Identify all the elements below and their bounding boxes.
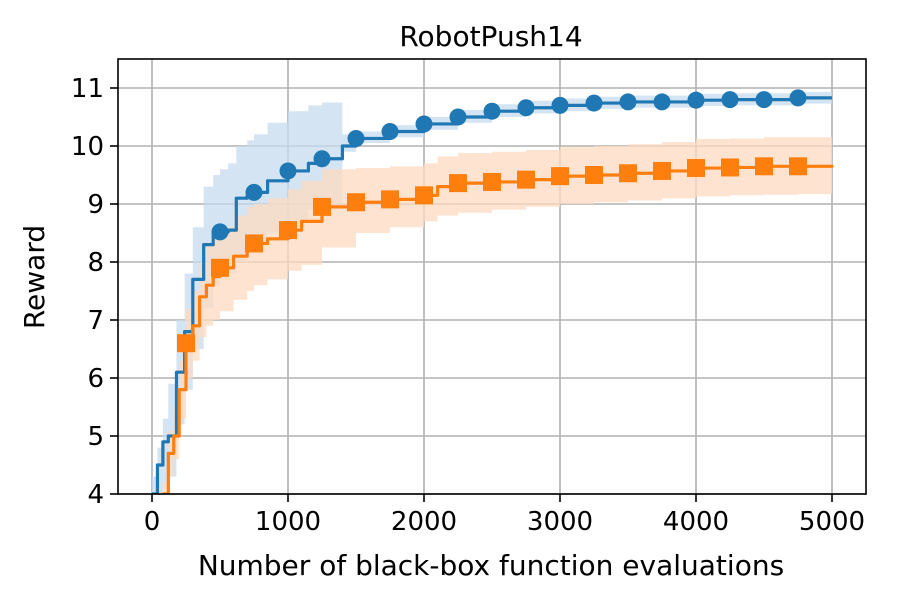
marker-point-series-2 [347, 193, 365, 212]
marker-point-series-1 [585, 94, 603, 112]
x-tick-label: 3000 [527, 507, 593, 537]
marker-point-series-1 [517, 99, 535, 117]
x-tick-label: 1000 [255, 507, 321, 537]
marker-point-series-2 [755, 157, 773, 176]
marker-point-series-1 [313, 150, 331, 168]
y-tick-label: 4 [87, 480, 104, 510]
y-tick-label: 5 [87, 422, 104, 452]
y-axis-label: Reward [18, 225, 51, 329]
marker-point-series-2 [415, 186, 433, 205]
confidence-bands [152, 92, 832, 494]
x-tick-label: 2000 [391, 507, 457, 537]
x-tick-label: 4000 [663, 507, 729, 537]
marker-point-series-1 [347, 129, 365, 147]
y-tick-label: 8 [87, 248, 104, 278]
marker-point-series-1 [789, 89, 807, 107]
x-tick-label: 0 [144, 507, 161, 537]
marker-point-series-2 [721, 158, 739, 177]
y-tick-label: 6 [87, 364, 104, 394]
marker-point-series-1 [211, 223, 229, 241]
marker-point-series-2 [245, 234, 263, 253]
marker-point-series-1 [415, 115, 433, 133]
band-series-2 [162, 135, 832, 494]
marker-point-series-2 [279, 221, 297, 240]
series-markers [177, 89, 807, 353]
marker-point-series-1 [755, 91, 773, 109]
marker-point-series-1 [721, 91, 739, 109]
marker-point-series-2 [653, 161, 671, 180]
marker-point-series-2 [211, 258, 229, 277]
line-series-1 [152, 96, 832, 494]
marker-point-series-2 [517, 170, 535, 189]
marker-point-series-2 [585, 166, 603, 184]
marker-point-series-2 [449, 174, 467, 193]
chart-title: RobotPush14 [399, 20, 582, 53]
marker-point-series-1 [279, 162, 297, 180]
x-axis-label: Number of black-box function evaluations [198, 549, 784, 582]
marker-point-series-1 [449, 108, 467, 126]
y-tick-label: 10 [71, 132, 104, 162]
marker-point-series-2 [177, 334, 195, 353]
plot-frame [117, 58, 867, 495]
y-tick-label: 9 [87, 190, 104, 220]
marker-point-series-2 [687, 159, 705, 178]
y-tick-label: 7 [87, 306, 104, 336]
y-tick-label: 11 [71, 74, 104, 104]
axis-ticks: 0 1000 2000 3000 4000 5000 4 5 6 7 8 9 10 11 [71, 74, 865, 537]
marker-point-series-1 [381, 123, 399, 140]
x-tick-label: 5000 [799, 507, 865, 537]
marker-point-series-2 [313, 197, 331, 216]
marker-point-series-2 [619, 164, 637, 183]
marker-point-series-1 [687, 91, 705, 109]
marker-point-series-1 [483, 102, 501, 120]
marker-point-series-2 [381, 190, 399, 209]
marker-point-series-1 [245, 183, 263, 201]
marker-point-series-2 [551, 167, 569, 186]
marker-point-series-2 [789, 157, 807, 176]
marker-point-series-1 [619, 93, 637, 111]
marker-point-series-1 [653, 93, 671, 111]
marker-point-series-1 [551, 96, 569, 114]
marker-point-series-2 [483, 172, 501, 191]
